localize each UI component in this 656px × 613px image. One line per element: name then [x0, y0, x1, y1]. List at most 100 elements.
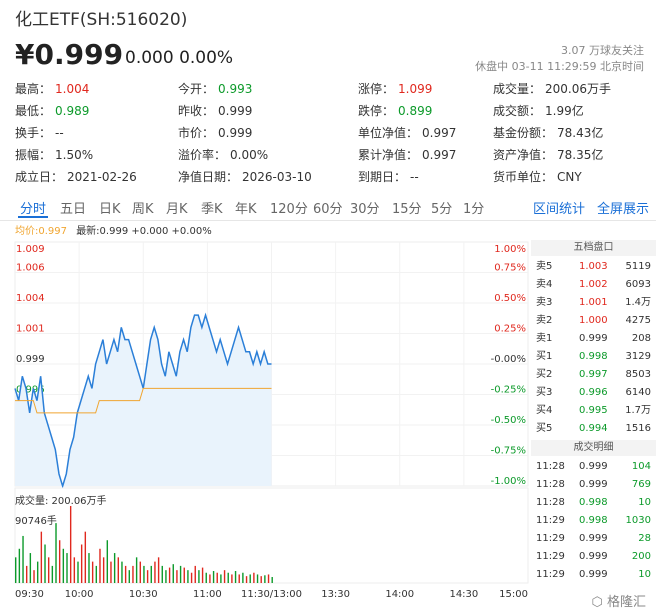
info-cell: 最低： 0.989 — [15, 102, 89, 119]
trade-cell: 11:28 — [536, 479, 565, 490]
info-label: 跌停： — [358, 104, 395, 118]
info-cell: 换手： -- — [15, 124, 64, 141]
info-value: 2021-02-26 — [67, 170, 137, 184]
volume-bar — [264, 575, 266, 583]
info-value: 2026-03-10 — [242, 170, 312, 184]
trade-cell: 28 — [638, 533, 651, 544]
volume-bar — [113, 553, 116, 583]
volume-bar — [117, 557, 119, 583]
info-value: 78.43亿 — [557, 126, 604, 140]
info-value: 1.99亿 — [545, 104, 584, 118]
orderbook-cell: 买5 — [536, 423, 553, 434]
tab-period[interactable]: 120分 — [270, 202, 308, 217]
trades-title: 成交明细 — [531, 440, 656, 456]
info-value: 0.999 — [218, 126, 253, 140]
volume-bar — [150, 565, 152, 583]
volume-bar — [190, 572, 193, 583]
volume-bar — [18, 548, 21, 583]
info-value: 1.50% — [55, 148, 94, 162]
volume-bar — [168, 567, 171, 583]
tab-period[interactable]: 5分 — [431, 202, 453, 217]
volume-bar — [231, 574, 233, 583]
volume-bar — [216, 572, 218, 583]
orderbook-cell: 买2 — [536, 369, 553, 380]
trade-row: 11:29 0.999 10 — [531, 566, 656, 584]
page-title: 化工ETF(SH:516020) — [15, 10, 188, 30]
orderbook-cell: 卖2 — [536, 315, 553, 326]
orderbook-cell: 卖3 — [536, 297, 553, 308]
orderbook-cell: 6140 — [625, 387, 651, 398]
current-price: ¥0.999 — [15, 38, 124, 71]
tab-period[interactable]: 30分 — [350, 202, 380, 217]
info-label: 净值日期： — [178, 170, 239, 184]
orderbook-cell: 6093 — [625, 279, 651, 290]
volume-bar — [194, 565, 196, 583]
follow-count[interactable]: 3.07 万球友关注 — [561, 44, 644, 57]
trade-cell: 769 — [631, 479, 651, 490]
x-tick: 09:30 — [15, 589, 44, 600]
trade-cell: 200 — [631, 551, 651, 562]
tab-period[interactable]: 月K — [166, 202, 188, 217]
trade-cell: 11:28 — [536, 461, 565, 472]
volume-bar — [121, 561, 123, 583]
market-status: 休盘中 03-11 11:29:59 北京时间 — [475, 60, 644, 73]
trade-cell: 0.998 — [579, 497, 608, 508]
y-pct-tick: 0.50% — [494, 293, 526, 304]
range-stats-link[interactable]: 区间统计 — [533, 202, 586, 217]
info-cell: 涨停： 1.099 — [358, 80, 432, 97]
info-value: 78.35亿 — [557, 148, 604, 162]
active-tab-underline — [18, 216, 48, 218]
orderbook-row: 买1 0.998 3129 — [531, 348, 656, 366]
y-price-tick: 0.999 — [16, 354, 45, 365]
tab-period[interactable]: 分时 — [20, 202, 47, 217]
volume-bar — [143, 565, 145, 583]
info-label: 最低： — [15, 104, 52, 118]
trade-cell: 0.998 — [579, 515, 608, 526]
tab-period[interactable]: 季K — [201, 202, 223, 217]
volume-max-label: 90746手 — [15, 516, 57, 527]
tab-period[interactable]: 周K — [132, 202, 154, 217]
intraday-chart[interactable]: 1.0091.0061.0041.0010.9990.9960.9940.991… — [0, 236, 530, 608]
tab-period[interactable]: 15分 — [392, 202, 422, 217]
volume-bar — [62, 548, 65, 583]
volume-bar — [25, 565, 28, 583]
volume-bar — [187, 570, 189, 583]
info-label: 成立日： — [15, 170, 64, 184]
orderbook-cell: 3129 — [625, 351, 651, 362]
trade-cell: 11:28 — [536, 497, 565, 508]
info-cell: 成交量： 200.06万手 — [493, 80, 611, 97]
orderbook-cell: 卖4 — [536, 279, 553, 290]
info-value: 0.989 — [55, 104, 90, 118]
orderbook-cell: 卖5 — [536, 261, 553, 272]
orderbook-cell: 208 — [631, 333, 651, 344]
trade-cell: 104 — [631, 461, 651, 472]
fullscreen-link[interactable]: 全屏展示 — [597, 202, 650, 217]
trade-row: 11:29 0.999 28 — [531, 530, 656, 548]
tab-period[interactable]: 60分 — [313, 202, 343, 217]
tab-period[interactable]: 日K — [99, 202, 121, 217]
orderbook-cell: 0.997 — [579, 369, 608, 380]
info-cell: 今开： 0.993 — [178, 80, 252, 97]
info-cell: 溢价率： 0.00% — [178, 146, 268, 163]
orderbook-cell: 买3 — [536, 387, 553, 398]
tab-period[interactable]: 1分 — [463, 202, 485, 217]
trade-cell: 1030 — [625, 515, 651, 526]
volume-bar — [227, 572, 229, 583]
info-label: 换手： — [15, 126, 52, 140]
y-price-tick: 1.001 — [16, 324, 45, 335]
info-cell: 成立日： 2021-02-26 — [15, 168, 137, 185]
info-value: -- — [55, 126, 64, 140]
orderbook-row: 买2 0.997 8503 — [531, 366, 656, 384]
volume-bar — [29, 553, 32, 583]
orderbook-cell: 0.996 — [579, 387, 608, 398]
volume-bar — [99, 548, 101, 583]
tab-period[interactable]: 年K — [235, 202, 257, 217]
volume-bar — [256, 574, 259, 583]
info-value: CNY — [557, 170, 582, 184]
volume-bar — [132, 565, 134, 583]
info-label: 成交量： — [493, 82, 542, 96]
info-cell: 单位净值： 0.997 — [358, 124, 456, 141]
info-value: 0.993 — [218, 82, 253, 96]
tab-period[interactable]: 五日 — [60, 202, 87, 217]
volume-bar — [157, 557, 160, 583]
